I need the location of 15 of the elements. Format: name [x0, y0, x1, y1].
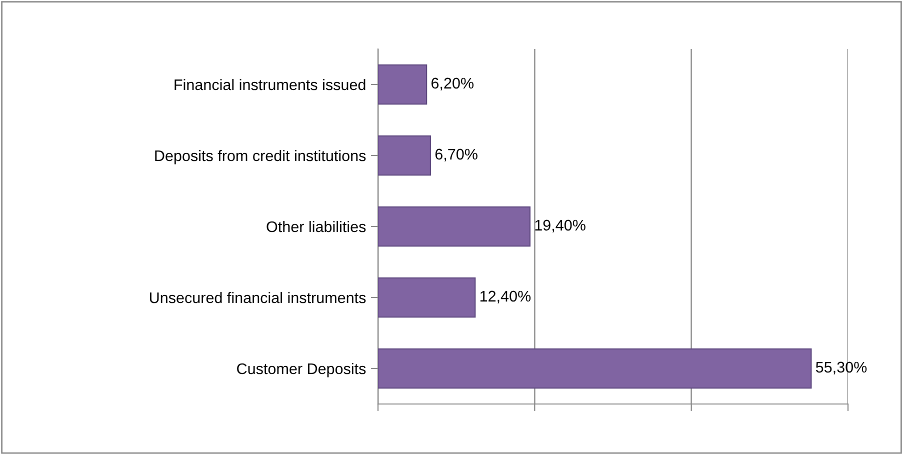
data-label: 19,40%	[535, 220, 586, 232]
data-label: 55,30%	[816, 362, 867, 374]
y-tick-label: Financial instruments issued	[174, 78, 366, 90]
bar	[378, 135, 432, 176]
data-label: 6,70%	[435, 148, 478, 162]
bar	[378, 348, 812, 389]
y-tick-label: Unsecured financial instruments	[150, 292, 366, 304]
y-tick-label: Other liabilities	[266, 220, 366, 232]
data-label: 12,40%	[480, 290, 531, 304]
y-tick-label: Deposits from credit institutions	[155, 150, 366, 164]
data-label: 6,20%	[432, 78, 474, 90]
bar	[378, 206, 531, 247]
bar	[378, 277, 476, 318]
bar	[378, 64, 428, 105]
y-tick-label: Customer Deposits	[237, 362, 366, 378]
